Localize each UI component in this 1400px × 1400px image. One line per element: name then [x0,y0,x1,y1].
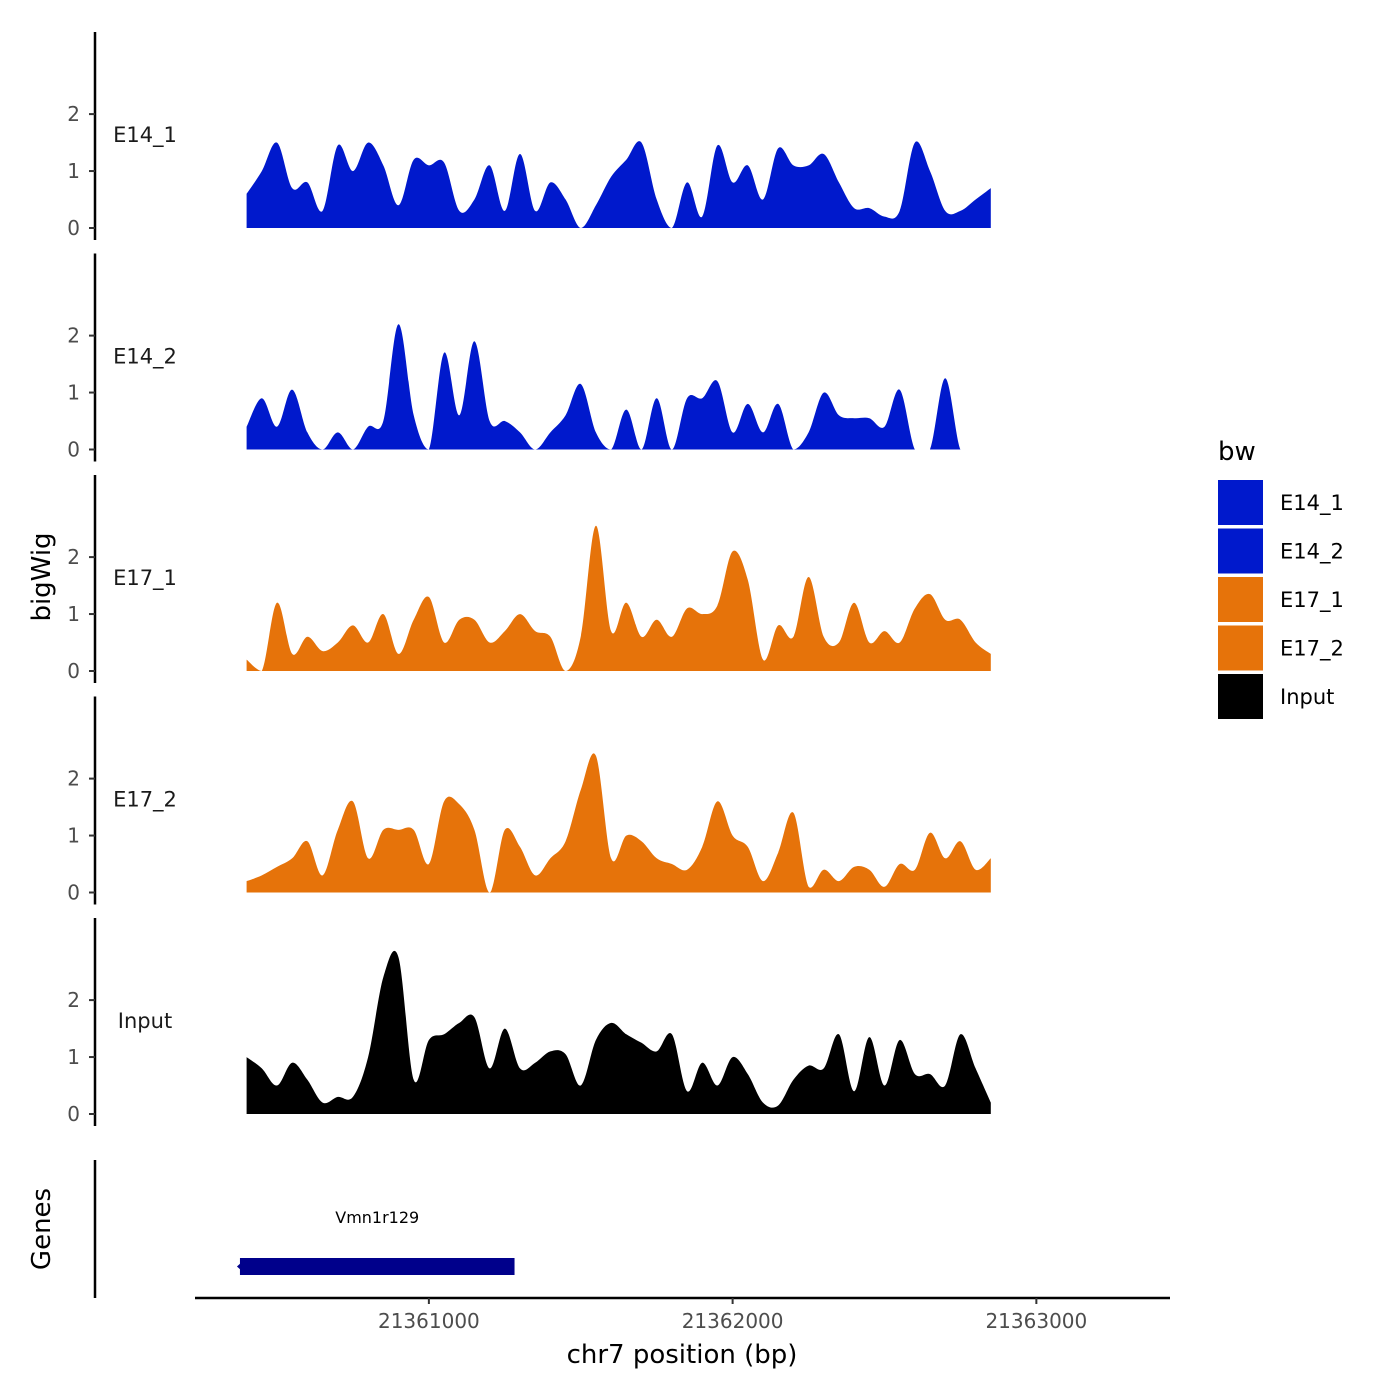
genes-panel: Genes Vmn1r129 [27,1160,515,1298]
track-e17-1: 0 1 2 E17_1 [67,475,991,683]
track-e14-1: 0 1 2 E14_1 [67,32,991,240]
gene-strand-arrow [236,1262,242,1271]
track-e17-2-y-tick-label: 1 [67,824,80,848]
legend-key-e14-1 [1218,480,1263,525]
track-e14-1-area [246,141,991,228]
legend-key-e17-2 [1218,625,1263,671]
legend: bw E14_1 E14_2 E17_1 E17_2 Input [1218,437,1344,719]
legend-key-input [1218,674,1263,719]
x-axis: 21361000 21362000 21363000 [195,1296,1170,1333]
track-input-area [246,950,991,1114]
track-e14-2-area [246,324,991,450]
track-e17-1-area [246,525,991,671]
track-e17-2: 0 1 2 E17_2 [67,696,991,905]
legend-label-e14-1: E14_1 [1280,491,1344,516]
x-axis-title: chr7 position (bp) [567,1340,798,1370]
track-e17-2-label: E17_2 [113,788,177,813]
track-e17-1-y-tick-label: 2 [67,545,80,569]
track-e14-2-label: E14_2 [113,345,177,370]
x-tick-label: 21361000 [378,1309,480,1333]
legend-label-e17-2: E17_2 [1280,637,1344,662]
track-e14-1-y-tick-label: 0 [67,216,80,240]
y-axis-title: bigWig [27,532,57,621]
gene-bar-vmn1r129 [239,1258,515,1275]
x-tick-label: 21363000 [985,1309,1087,1333]
gene-label-vmn1r129: Vmn1r129 [335,1208,419,1227]
track-e14-1-y-tick-label: 2 [67,102,80,126]
track-input-y-tick-label: 2 [67,988,80,1012]
track-e17-2-area [246,753,991,893]
track-e14-1-label: E14_1 [113,123,177,148]
legend-label-e17-1: E17_1 [1280,588,1344,613]
legend-key-e17-1 [1218,577,1263,622]
track-input-y-tick-label: 0 [67,1102,80,1126]
track-e14-2-y-tick-label: 0 [67,438,80,462]
track-e14-2-y-tick-label: 2 [67,324,80,348]
track-input: 0 1 2 Input [67,918,991,1126]
track-input-y-tick-label: 1 [67,1045,80,1069]
legend-label-input: Input [1280,685,1334,709]
genes-axis-title: Genes [27,1188,57,1270]
legend-key-e14-2 [1218,528,1263,574]
x-tick-label: 21362000 [682,1309,784,1333]
track-input-label: Input [118,1009,172,1033]
track-e14-2-y-tick-label: 1 [67,381,80,405]
bigwig-tracks: 0 1 2 E14_1 0 1 2 E14_2 0 1 2 E17_1 0 1 2 E17_2 0 1 2 Input [67,32,991,1126]
legend-label-e14-2: E14_2 [1280,540,1344,565]
track-e17-2-y-tick-label: 2 [67,767,80,791]
track-e17-1-y-tick-label: 0 [67,659,80,683]
track-e17-1-y-tick-label: 1 [67,602,80,626]
track-e14-2: 0 1 2 E14_2 [67,253,991,462]
track-e17-1-label: E17_1 [113,566,177,591]
legend-title: bw [1218,437,1256,467]
track-e17-2-y-tick-label: 0 [67,881,80,905]
track-e14-1-y-tick-label: 1 [67,159,80,183]
